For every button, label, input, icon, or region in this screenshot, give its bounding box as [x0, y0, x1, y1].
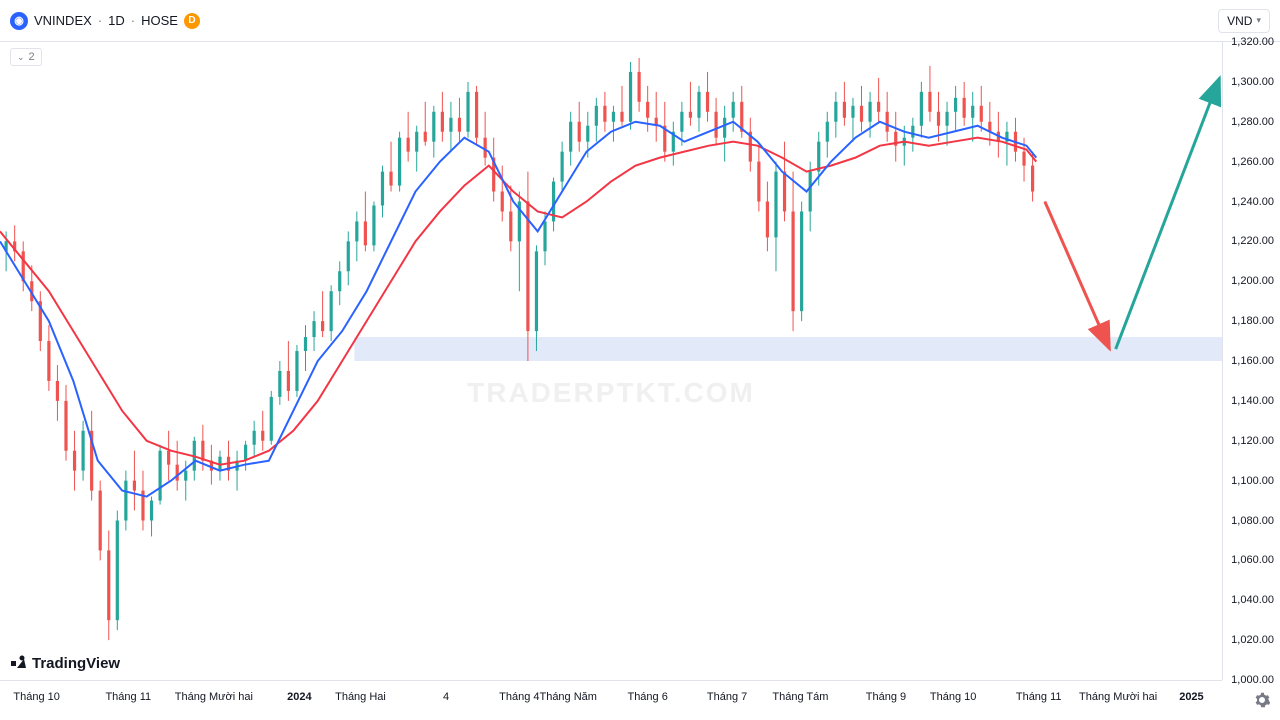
yaxis-tick-label: 1,140.00	[1231, 395, 1274, 407]
yaxis-tick-label: 1,080.00	[1231, 515, 1274, 527]
xaxis-tick-label: Tháng Năm	[539, 691, 596, 703]
yaxis-tick-label: 1,040.00	[1231, 594, 1274, 606]
xaxis-tick-label: 2025	[1179, 691, 1203, 703]
timeframe-label[interactable]: 1D	[108, 13, 125, 28]
gear-icon[interactable]	[1254, 692, 1270, 708]
yaxis-tick-label: 1,220.00	[1231, 235, 1274, 247]
currency-select[interactable]: VND ▾	[1218, 9, 1270, 33]
symbol-name[interactable]: VNINDEX	[34, 13, 92, 28]
xaxis-tick-label: Tháng Hai	[335, 691, 386, 703]
chart-plot-area[interactable]: TRADERPTKT.COM	[0, 42, 1222, 680]
ma-fast-line	[0, 122, 1036, 497]
xaxis-tick-label: Tháng 7	[707, 691, 747, 703]
exchange-label: HOSE	[141, 13, 178, 28]
separator-dot: ·	[98, 13, 102, 28]
xaxis-tick-label: Tháng Tám	[772, 691, 828, 703]
yaxis-tick-label: 1,280.00	[1231, 116, 1274, 128]
yaxis-tick-label: 1,180.00	[1231, 315, 1274, 327]
day-badge-icon: D	[184, 13, 200, 29]
xaxis-tick-label: Tháng 11	[105, 691, 151, 703]
yaxis-tick-label: 1,240.00	[1231, 196, 1274, 208]
chart-topbar: ◉ VNINDEX · 1D · HOSE D VND ▾	[0, 0, 1280, 42]
xaxis-tick-label: Tháng Mười hai	[1079, 691, 1157, 703]
chevron-down-icon: ▾	[1256, 15, 1261, 26]
xaxis-tick-label: 2024	[287, 691, 311, 703]
yaxis-tick-label: 1,100.00	[1231, 475, 1274, 487]
yaxis-tick-label: 1,260.00	[1231, 156, 1274, 168]
xaxis-tick-label: Tháng 4	[499, 691, 539, 703]
support-zone	[354, 337, 1222, 361]
ma-slow-line	[0, 138, 1036, 465]
yaxis-tick-label: 1,300.00	[1231, 76, 1274, 88]
currency-value: VND	[1227, 14, 1252, 28]
separator-dot: ·	[131, 13, 135, 28]
xaxis-tick-label: Tháng Mười hai	[175, 691, 253, 703]
projection-up-arrow	[1116, 78, 1220, 349]
xaxis-tick-label: Tháng 10	[13, 691, 59, 703]
yaxis-tick-label: 1,000.00	[1231, 674, 1274, 686]
xaxis-tick-label: Tháng 9	[866, 691, 906, 703]
time-axis[interactable]: Tháng 10 Tháng 11 Tháng Mười hai 2024 Tháng …	[0, 680, 1222, 720]
price-axis[interactable]: 1,320.001,300.001,280.001,260.001,240.00…	[1222, 42, 1280, 680]
yaxis-tick-label: 1,020.00	[1231, 634, 1274, 646]
xaxis-tick-label: Tháng 6	[627, 691, 667, 703]
xaxis-tick-label: Tháng 11	[1016, 691, 1062, 703]
symbol-icon: ◉	[10, 12, 28, 30]
yaxis-tick-label: 1,200.00	[1231, 275, 1274, 287]
yaxis-tick-label: 1,060.00	[1231, 554, 1274, 566]
yaxis-tick-label: 1,160.00	[1231, 355, 1274, 367]
projection-down-arrow	[1045, 202, 1110, 350]
yaxis-tick-label: 1,120.00	[1231, 435, 1274, 447]
xaxis-tick-label: Tháng 10	[930, 691, 976, 703]
xaxis-tick-label: 4	[443, 691, 449, 703]
yaxis-tick-label: 1,320.00	[1231, 36, 1274, 48]
